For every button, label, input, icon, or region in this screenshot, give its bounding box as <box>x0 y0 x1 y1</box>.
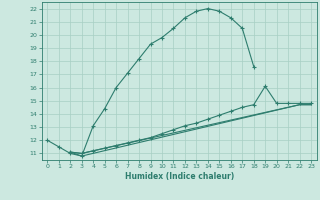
X-axis label: Humidex (Indice chaleur): Humidex (Indice chaleur) <box>124 172 234 181</box>
